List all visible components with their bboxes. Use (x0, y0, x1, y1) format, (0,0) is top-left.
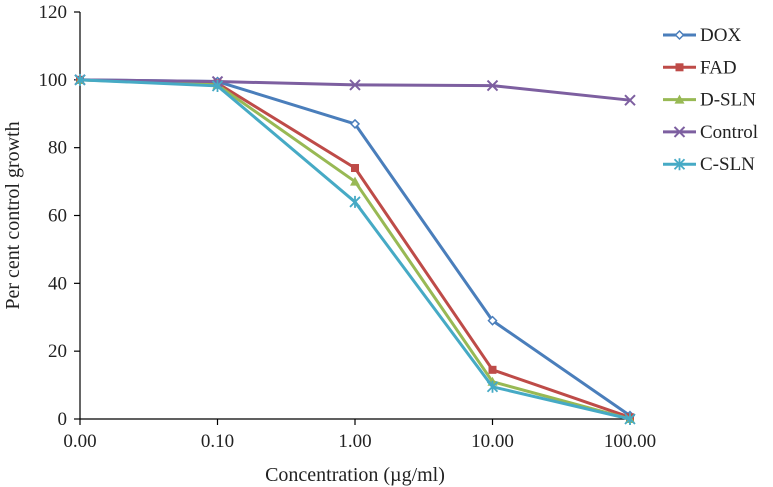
data-point-fad (351, 164, 359, 173)
y-axis-label: Per cent control growth (2, 121, 24, 309)
data-point-control (624, 94, 636, 106)
legend-label: Control (700, 122, 758, 143)
legend-marker (673, 158, 686, 171)
legend-label: C-SLN (700, 154, 755, 175)
legend-item-dox: DOX (663, 25, 741, 46)
series-line-dox (79, 78, 631, 417)
legend-label: D-SLN (700, 90, 756, 111)
y-tick-label: 20 (48, 341, 67, 362)
data-point-c-sln (211, 79, 224, 92)
y-tick-label: 0 (58, 409, 68, 430)
data-point-c-sln (486, 380, 499, 393)
y-tick-label: 60 (48, 206, 67, 227)
legend-marker (674, 29, 685, 41)
legend-label: DOX (700, 25, 741, 46)
x-tick-label: 0.00 (63, 431, 96, 452)
legend-label: FAD (700, 57, 737, 78)
legend-item-fad: FAD (663, 57, 737, 78)
y-ticks: 0 20 40 60 80 100 120 (39, 2, 80, 430)
y-tick-label: 120 (39, 2, 68, 23)
x-axis-label: Concentration (µg/ml) (265, 464, 445, 486)
series-line-fad (79, 78, 631, 419)
series-line-c-sln (79, 78, 631, 421)
x-tick-label: 1.00 (338, 431, 371, 452)
legend-marker (675, 63, 684, 72)
data-point-dox (349, 118, 361, 129)
x-ticks: 0.00 0.10 1.00 10.00 100.00 (63, 419, 656, 452)
data-point-c-sln (349, 195, 361, 208)
legend-marker (673, 126, 686, 138)
legend: DOX FAD D-SLN Control C-SLN (663, 25, 758, 175)
legend-item-d-sln: D-SLN (663, 90, 756, 111)
series-group (74, 73, 636, 425)
x-tick-label: 0.10 (201, 431, 234, 452)
series-dox (74, 74, 636, 421)
series-control (74, 74, 636, 106)
data-point-c-sln (624, 413, 636, 425)
x-tick-label: 100.00 (604, 431, 656, 452)
series-c-sln (74, 73, 636, 425)
legend-item-control: Control (663, 122, 758, 143)
series-line-d-sln (79, 78, 631, 421)
y-tick-label: 40 (48, 273, 67, 294)
data-point-c-sln (74, 73, 86, 86)
x-tick-label: 10.00 (471, 431, 514, 452)
data-point-control (486, 79, 499, 92)
data-point-dox (487, 315, 498, 326)
data-point-d-sln (350, 176, 360, 186)
data-point-control (349, 79, 361, 91)
y-tick-label: 80 (48, 138, 67, 159)
legend-item-c-sln: C-SLN (663, 154, 755, 175)
y-tick-label: 100 (39, 70, 68, 91)
legend-marker (674, 94, 685, 104)
data-point-fad (488, 365, 497, 374)
